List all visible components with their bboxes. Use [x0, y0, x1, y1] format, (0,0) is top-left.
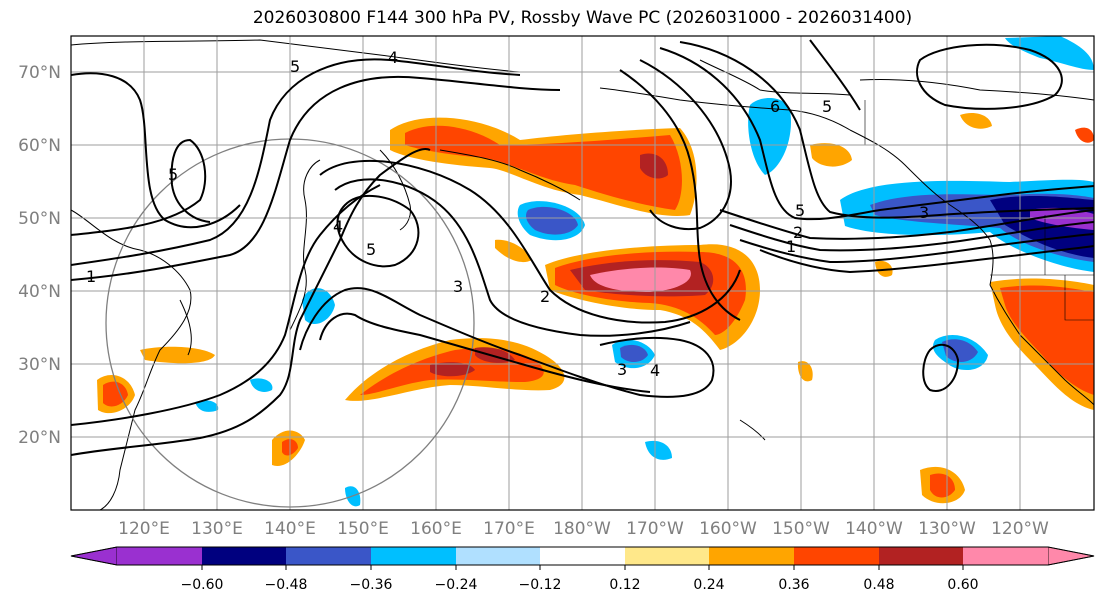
- longitude-labels: 120°E 130°E 140°E 150°E 160°E 170°E 180°…: [118, 519, 1049, 539]
- colorbar-segment: [202, 547, 286, 565]
- lon-label-140e: 140°E: [264, 519, 316, 539]
- contour-label-2: 2: [540, 287, 550, 306]
- colorbar-extend-max: [1047, 546, 1095, 566]
- contour-label-3: 3: [453, 277, 463, 296]
- contour-label-4: 4: [388, 48, 398, 67]
- colorbar-segment: [286, 547, 371, 565]
- map-title: 2026030800 F144 300 hPa PV, Rossby Wave …: [252, 8, 913, 28]
- lat-label-50: 50°N: [18, 209, 61, 229]
- lon-label-160w: 160°W: [699, 519, 757, 539]
- lat-label-20: 20°N: [18, 428, 61, 448]
- colorbar-segment: [879, 547, 963, 565]
- lon-label-120e: 120°E: [118, 519, 170, 539]
- colorbar-segment: [540, 547, 625, 565]
- coastlines: [71, 39, 1094, 510]
- contour-label-1b: 1: [786, 237, 796, 256]
- contour-label-5c: 5: [795, 201, 805, 220]
- contour-label-1: 1: [86, 267, 96, 286]
- contour-label-5: 5: [290, 57, 300, 76]
- contour-label-5e: 5: [366, 240, 376, 259]
- colorbar-extend-min: [70, 546, 118, 566]
- colorbar-segment: [709, 547, 794, 565]
- lon-label-120w: 120°W: [991, 519, 1049, 539]
- colorbar-segment: [625, 547, 709, 565]
- lat-label-40: 40°N: [18, 282, 61, 302]
- contour-label-4c: 4: [650, 361, 660, 380]
- colorbar-label: −0.24: [435, 577, 478, 593]
- colorbar-label: −0.12: [519, 577, 562, 593]
- lon-label-130e: 130°E: [191, 519, 243, 539]
- latitude-labels: 70°N 60°N 50°N 40°N 30°N 20°N: [18, 63, 61, 448]
- colorbar: −0.60 −0.48 −0.36 −0.24 −0.12 0.12 0.24 …: [70, 546, 1095, 593]
- lat-label-60: 60°N: [18, 136, 61, 156]
- colorbar-label: 0.48: [863, 577, 894, 593]
- colorbar-label: 0.60: [947, 577, 978, 593]
- lon-label-150w: 150°W: [772, 519, 830, 539]
- colorbar-label: 0.36: [778, 577, 809, 593]
- colorbar-label: 0.24: [693, 577, 724, 593]
- lon-label-170w: 170°W: [626, 519, 684, 539]
- lon-label-130w: 130°W: [918, 519, 976, 539]
- colorbar-segment: [963, 547, 1048, 565]
- colorbar-ticks: [201, 565, 964, 570]
- lon-label-180w: 180°W: [553, 519, 611, 539]
- colorbar-segment: [794, 547, 879, 565]
- contour-label-5b: 5: [168, 165, 178, 184]
- colorbar-label: −0.48: [265, 577, 308, 593]
- colorbar-outline: [70, 546, 1095, 566]
- pv-contour-labels: 1 1 2 2 3 3 3 4 4 4 5 5 5 5 5 6: [86, 48, 929, 380]
- lat-label-70: 70°N: [18, 63, 61, 83]
- lon-label-140w: 140°W: [845, 519, 903, 539]
- colorbar-segment: [456, 547, 540, 565]
- contour-label-2b: 2: [793, 223, 803, 242]
- colorbar-label: −0.60: [181, 577, 224, 593]
- colorbar-label: −0.36: [350, 577, 393, 593]
- contour-label-4b: 4: [333, 217, 343, 236]
- contour-label-3b: 3: [617, 360, 627, 379]
- colorbar-label: 0.12: [609, 577, 640, 593]
- lon-label-150e: 150°E: [337, 519, 389, 539]
- contour-label-3c: 3: [919, 203, 929, 222]
- contour-label-5d: 5: [822, 97, 832, 116]
- lon-label-160e: 160°E: [410, 519, 462, 539]
- contour-label-6: 6: [770, 97, 780, 116]
- colorbar-segment: [117, 547, 202, 565]
- colorbar-segment: [371, 547, 456, 565]
- graticule: [71, 36, 1094, 510]
- pv-contours: [71, 39, 1094, 456]
- lon-label-170e: 170°E: [483, 519, 535, 539]
- map-border: [70, 35, 1095, 511]
- lat-label-30: 30°N: [18, 355, 61, 375]
